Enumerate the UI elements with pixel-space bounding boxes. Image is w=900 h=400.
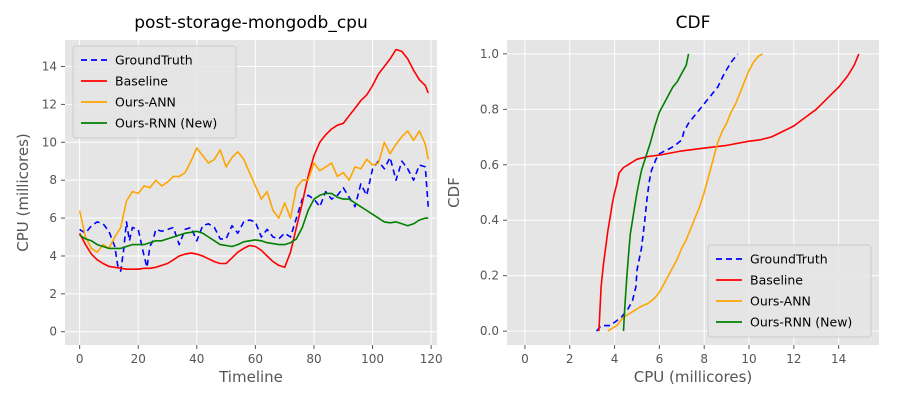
cdf-x-tick-label: 12 (786, 352, 801, 366)
timeline-x-tick-label: 120 (420, 352, 443, 366)
timeline-legend-label-baseline: Baseline (115, 74, 168, 89)
cdf-legend-label-baseline: Baseline (750, 273, 803, 288)
cdf-legend-frame (707, 244, 872, 338)
cdf-x-tick-label: 14 (831, 352, 846, 366)
cdf-x-axis-label: CPU (millicores) (634, 368, 753, 386)
timeline-y-tick-label: 2 (49, 287, 57, 301)
cdf-series-ours-rnn-new (622, 53, 690, 332)
timeline-legend-label-ours-rnn-new: Ours-RNN (New) (115, 116, 217, 131)
cdf-x-tick-label: 10 (741, 352, 756, 366)
cdf-y-tick-label: 0.6 (480, 158, 499, 172)
cdf-x-tick-label: 0 (521, 352, 529, 366)
timeline-x-tick-label: 20 (131, 352, 146, 366)
timeline-x-tick-label: 80 (306, 352, 321, 366)
cdf-x-tick-label: 2 (566, 352, 574, 366)
timeline-x-tick-label: 100 (361, 352, 384, 366)
timeline-x-axis-label: Timeline (218, 368, 283, 386)
cdf-y-tick-label: 1.0 (480, 47, 499, 61)
cdf-y-tick-label: 0.2 (480, 269, 499, 283)
timeline-y-tick-label: 0 (49, 325, 57, 339)
timeline-y-tick-label: 6 (49, 211, 57, 225)
timeline-chart-title: post-storage-mongodb_cpu (134, 13, 367, 33)
cdf-x-tick-label: 8 (700, 352, 708, 366)
timeline-chart: 0 20 40 60 80 100 120 0 2 4 6 8 10 12 14 post-storage-m… (14, 13, 443, 386)
cdf-x-tick-label: 6 (656, 352, 664, 366)
timeline-y-tick-label: 12 (42, 97, 57, 111)
timeline-y-axis-label: CPU (millicores) (14, 133, 32, 252)
timeline-legend-label-groundtruth: GroundTruth (115, 53, 193, 68)
timeline-series-ours-ann (78, 130, 429, 253)
cdf-y-tick-label: 0.4 (480, 213, 499, 227)
timeline-series-ours-rnn-new (79, 192, 429, 250)
cdf-y-axis-label: CDF (445, 177, 463, 208)
cdf-y-tick-label: 0.0 (480, 324, 499, 338)
timeline-legend: GroundTruth Baseline Ours-ANN Ours-RNN (New… (72, 45, 237, 139)
timeline-legend-label-ours-ann: Ours-ANN (115, 95, 176, 110)
cdf-chart: 0 2 4 6 8 10 12 14 0.0 0.2 0.4 0.6 0.8 1.0 CDF CPU (mil… (445, 13, 879, 386)
cdf-y-tick-label: 0.8 (480, 102, 499, 116)
timeline-y-tick-label: 10 (42, 135, 57, 149)
timeline-legend-frame (72, 45, 237, 139)
cdf-series-baseline (598, 53, 860, 332)
timeline-x-tick-label: 40 (189, 352, 204, 366)
timeline-series-baseline (78, 48, 429, 271)
cdf-legend: GroundTruth Baseline Ours-ANN Ours-RNN (New… (707, 244, 872, 338)
cdf-legend-label-ours-ann: Ours-ANN (750, 294, 811, 309)
timeline-x-tick-label: 0 (76, 352, 84, 366)
timeline-y-tick-label: 14 (42, 60, 57, 74)
cdf-legend-label-groundtruth: GroundTruth (750, 252, 828, 267)
timeline-y-tick-label: 4 (49, 249, 57, 263)
cdf-chart-title: CDF (676, 13, 711, 33)
timeline-y-tick-label: 8 (49, 173, 57, 187)
cdf-legend-label-ours-rnn-new: Ours-RNN (New) (750, 315, 852, 330)
cdf-x-tick-label: 4 (611, 352, 619, 366)
cdf-series-ours-ann (607, 53, 763, 332)
cdf-series-groundtruth (595, 53, 739, 332)
timeline-series-groundtruth (79, 156, 429, 272)
timeline-x-tick-label: 60 (248, 352, 263, 366)
